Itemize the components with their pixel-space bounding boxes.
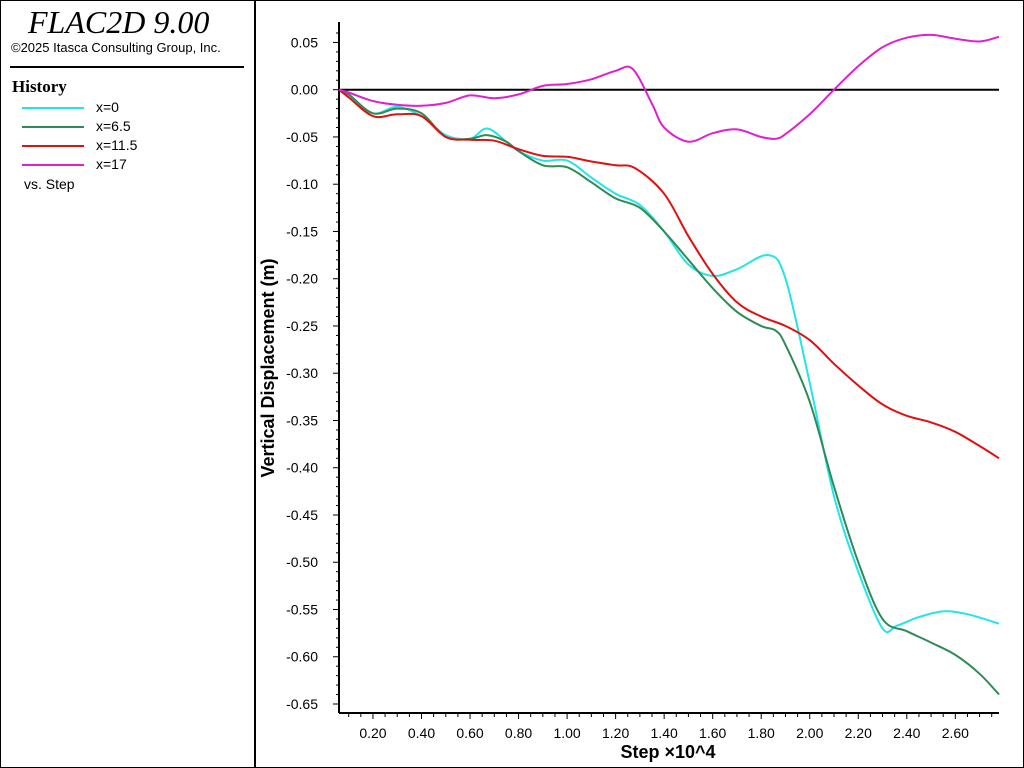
- series-line-1: [338, 88, 1000, 634]
- x-axis-label: Step ×10^4: [620, 742, 715, 762]
- x-tick-label: 1.60: [699, 725, 726, 741]
- legend-footer: vs. Step: [24, 176, 75, 192]
- series-line-3: [338, 88, 1000, 460]
- y-tick-label: 0.05: [291, 34, 318, 50]
- y-axis-label: Vertical Displacement (m): [258, 258, 278, 477]
- legend-swatch: [22, 145, 84, 147]
- legend-swatch: [22, 164, 84, 166]
- legend-swatch: [22, 107, 84, 109]
- legend-label: x=17: [96, 156, 127, 172]
- y-tick-label: -0.50: [286, 554, 318, 570]
- series-line-2: [338, 88, 1000, 696]
- x-tick-label: 1.20: [602, 725, 629, 741]
- app-title: FLAC2D 9.00: [28, 4, 210, 40]
- x-tick-label: 1.00: [553, 725, 580, 741]
- y-tick-label: -0.25: [286, 318, 318, 334]
- x-tick-label: 2.00: [796, 725, 823, 741]
- x-tick-label: 2.60: [942, 725, 969, 741]
- legend-label: x=0: [96, 99, 119, 115]
- y-tick-label: -0.60: [286, 649, 318, 665]
- x-tick-label: 2.40: [893, 725, 920, 741]
- series-group: [338, 33, 1000, 696]
- header-divider: [10, 66, 244, 68]
- copyright-text: ©2025 Itasca Consulting Group, Inc.: [11, 40, 221, 55]
- y-tick-label: -0.55: [286, 601, 318, 617]
- y-ticks: 0.05 0.00 -0.05 -0.10 -0.15 -0.20 -0.25 -0.30 -0…: [286, 32, 339, 712]
- x-ticks: 0.20 0.40 0.60 0.80 1.00 1.20 1.40 1.60 1.80 2.00…: [348, 713, 993, 741]
- x-tick-label: 0.20: [359, 725, 386, 741]
- x-tick-label: 2.20: [845, 725, 872, 741]
- y-tick-label: -0.35: [286, 412, 318, 428]
- y-tick-label: -0.15: [286, 223, 318, 239]
- y-tick-label: -0.10: [286, 176, 318, 192]
- x-tick-label: 1.40: [651, 725, 678, 741]
- y-tick-label: -0.30: [286, 365, 318, 381]
- legend-swatch: [22, 126, 84, 128]
- y-tick-label: -0.20: [286, 271, 318, 287]
- y-tick-label: -0.40: [286, 460, 318, 476]
- y-tick-label: 0.00: [291, 82, 318, 98]
- y-tick-label: -0.05: [286, 129, 318, 145]
- legend-panel: FLAC2D 9.00 ©2025 Itasca Consulting Grou…: [0, 0, 256, 768]
- x-tick-label: 0.80: [505, 725, 532, 741]
- y-tick-label: -0.45: [286, 507, 318, 523]
- y-tick-label: -0.65: [286, 696, 318, 712]
- x-tick-label: 1.80: [748, 725, 775, 741]
- x-tick-label: 0.40: [408, 725, 435, 741]
- legend-heading: History: [12, 77, 67, 96]
- legend-label: x=6.5: [96, 118, 131, 134]
- x-tick-label: 0.60: [456, 725, 483, 741]
- legend-label: x=11.5: [96, 137, 138, 153]
- series-line-4: [338, 33, 1000, 143]
